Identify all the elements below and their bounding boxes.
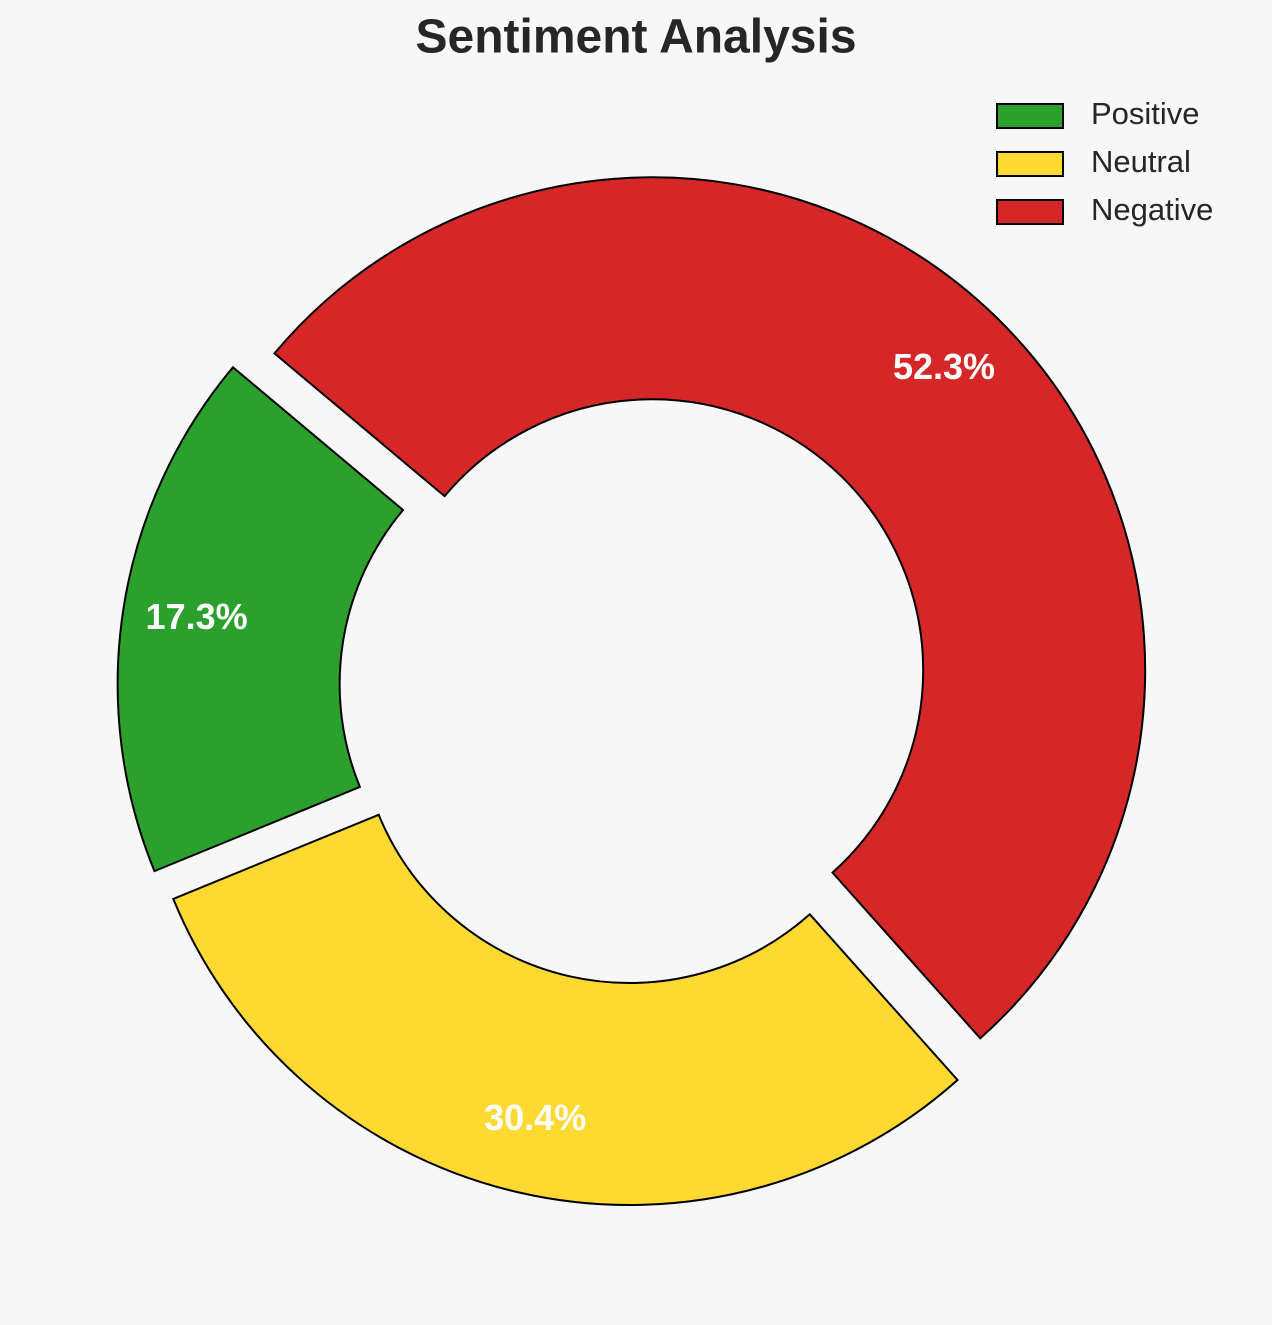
legend-label: Positive — [1091, 96, 1200, 131]
donut-wedge — [116, 365, 405, 873]
value-label: 52.3% — [893, 346, 995, 387]
legend-swatch — [996, 151, 1064, 177]
legend-label: Neutral — [1091, 144, 1191, 179]
donut-wedge — [273, 176, 1147, 1040]
value-label: 30.4% — [484, 1097, 586, 1138]
legend-swatch — [996, 199, 1064, 225]
chart-title: Sentiment Analysis — [415, 11, 856, 64]
value-label: 17.3% — [146, 596, 248, 637]
legend-swatch — [996, 103, 1064, 129]
legend-label: Negative — [1091, 192, 1213, 227]
donut-wedge — [171, 813, 959, 1206]
